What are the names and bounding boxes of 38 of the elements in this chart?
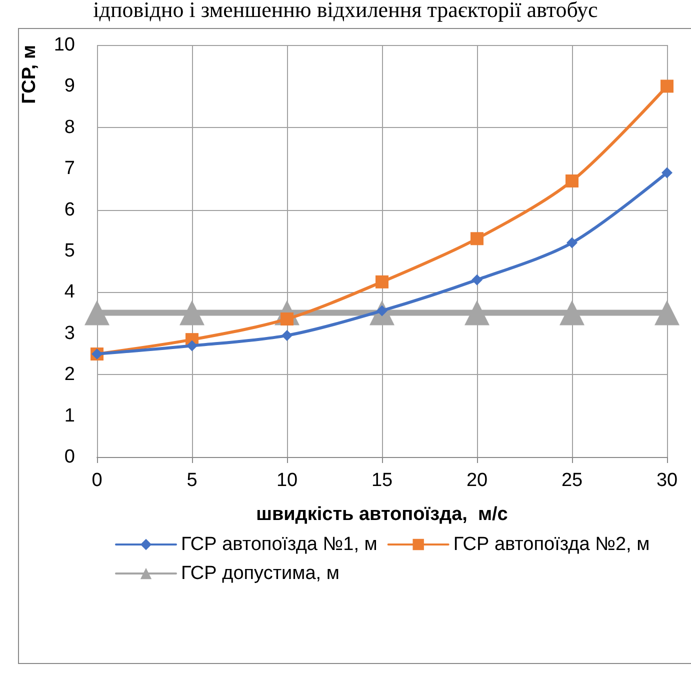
legend-label: ГСР автопоїзда №1, м xyxy=(181,534,378,555)
x-tick-label: 10 xyxy=(276,470,298,491)
point xyxy=(662,167,672,178)
point xyxy=(654,300,680,326)
legend-label: ГСР автопоїзда №2, м xyxy=(453,534,650,555)
x-axis-title: швидкість автопоїзда, м/с xyxy=(256,504,508,525)
y-tick-label: 7 xyxy=(64,158,75,180)
point xyxy=(566,237,578,248)
y-tick-label: 1 xyxy=(64,405,75,426)
point xyxy=(566,174,578,188)
y-tick-label: 2 xyxy=(64,364,75,386)
legend-label: ГСР допустима, м xyxy=(181,563,340,584)
y-tick-label: 8 xyxy=(64,116,75,138)
y-tick-label: 0 xyxy=(64,446,75,468)
y-tick-label: 6 xyxy=(64,199,75,220)
point xyxy=(84,300,110,326)
x-tick-label: 0 xyxy=(92,470,102,491)
text: ідповідно і зменшенню відхилення траєкторії автобус xyxy=(92,0,599,23)
y-tick-label: 10 xyxy=(54,34,75,56)
point xyxy=(180,300,204,326)
point xyxy=(282,330,292,341)
x-tick-label: 5 xyxy=(186,470,198,491)
y-tick-label: 5 xyxy=(64,240,75,262)
point xyxy=(660,80,674,93)
point xyxy=(464,300,490,326)
point xyxy=(186,340,198,352)
x-tick-label: 15 xyxy=(371,470,393,491)
point xyxy=(472,274,482,286)
y-tick-label: 4 xyxy=(64,282,76,303)
point xyxy=(470,232,484,246)
point xyxy=(560,300,584,326)
point xyxy=(376,275,388,288)
y-axis-title: ГСР, м xyxy=(19,45,40,104)
x-tick-label: 30 xyxy=(656,470,678,491)
x-tick-label: 20 xyxy=(466,470,488,491)
y-tick-label: 3 xyxy=(64,322,75,344)
y-tick-label: 9 xyxy=(64,76,75,97)
x-tick-label: 25 xyxy=(561,470,583,491)
